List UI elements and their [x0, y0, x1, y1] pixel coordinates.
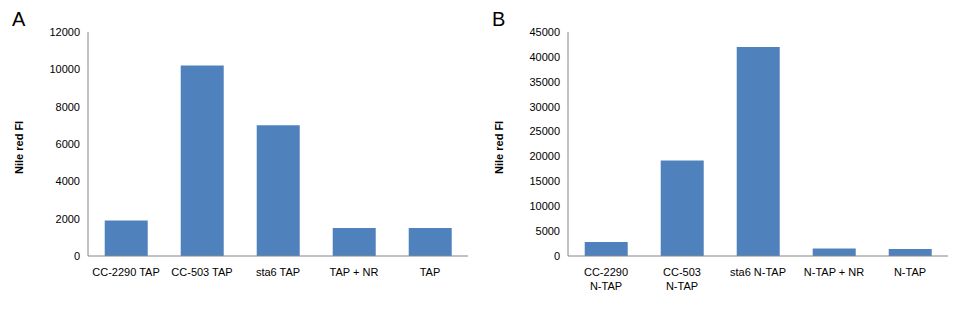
svg-text:CC-503 TAP: CC-503 TAP: [171, 266, 232, 278]
svg-text:5000: 5000: [536, 225, 560, 237]
svg-text:12000: 12000: [49, 26, 80, 38]
svg-text:0: 0: [554, 250, 560, 262]
svg-text:25000: 25000: [529, 125, 560, 137]
svg-text:N-TAP: N-TAP: [894, 266, 926, 278]
svg-text:35000: 35000: [529, 76, 560, 88]
svg-text:15000: 15000: [529, 175, 560, 187]
svg-text:20000: 20000: [529, 150, 560, 162]
svg-text:8000: 8000: [56, 101, 80, 113]
svg-text:CC-2290 TAP: CC-2290 TAP: [92, 266, 159, 278]
svg-text:10000: 10000: [529, 200, 560, 212]
svg-text:0: 0: [74, 250, 80, 262]
svg-text:4000: 4000: [56, 175, 80, 187]
svg-text:sta6 TAP: sta6 TAP: [256, 266, 300, 278]
svg-text:40000: 40000: [529, 51, 560, 63]
svg-text:30000: 30000: [529, 101, 560, 113]
svg-text:Nile red FI: Nile red FI: [13, 121, 25, 174]
html-text:B: B: [492, 8, 506, 30]
svg-text:45000: 45000: [529, 26, 560, 38]
svg-text:CC-503N-TAP: CC-503N-TAP: [663, 266, 701, 292]
svg-text:N-TAP + NR: N-TAP + NR: [804, 266, 864, 278]
svg-text:CC-2290N-TAP: CC-2290N-TAP: [584, 266, 628, 292]
html-text:A: A: [12, 8, 26, 30]
svg-text:2000: 2000: [56, 213, 80, 225]
svg-text:TAP + NR: TAP + NR: [330, 266, 379, 278]
svg-text:TAP: TAP: [420, 266, 441, 278]
svg-text:10000: 10000: [49, 63, 80, 75]
svg-text:Nile red FI: Nile red FI: [493, 121, 505, 174]
svg-text:6000: 6000: [56, 138, 80, 150]
svg-text:sta6 N-TAP: sta6 N-TAP: [730, 266, 786, 278]
